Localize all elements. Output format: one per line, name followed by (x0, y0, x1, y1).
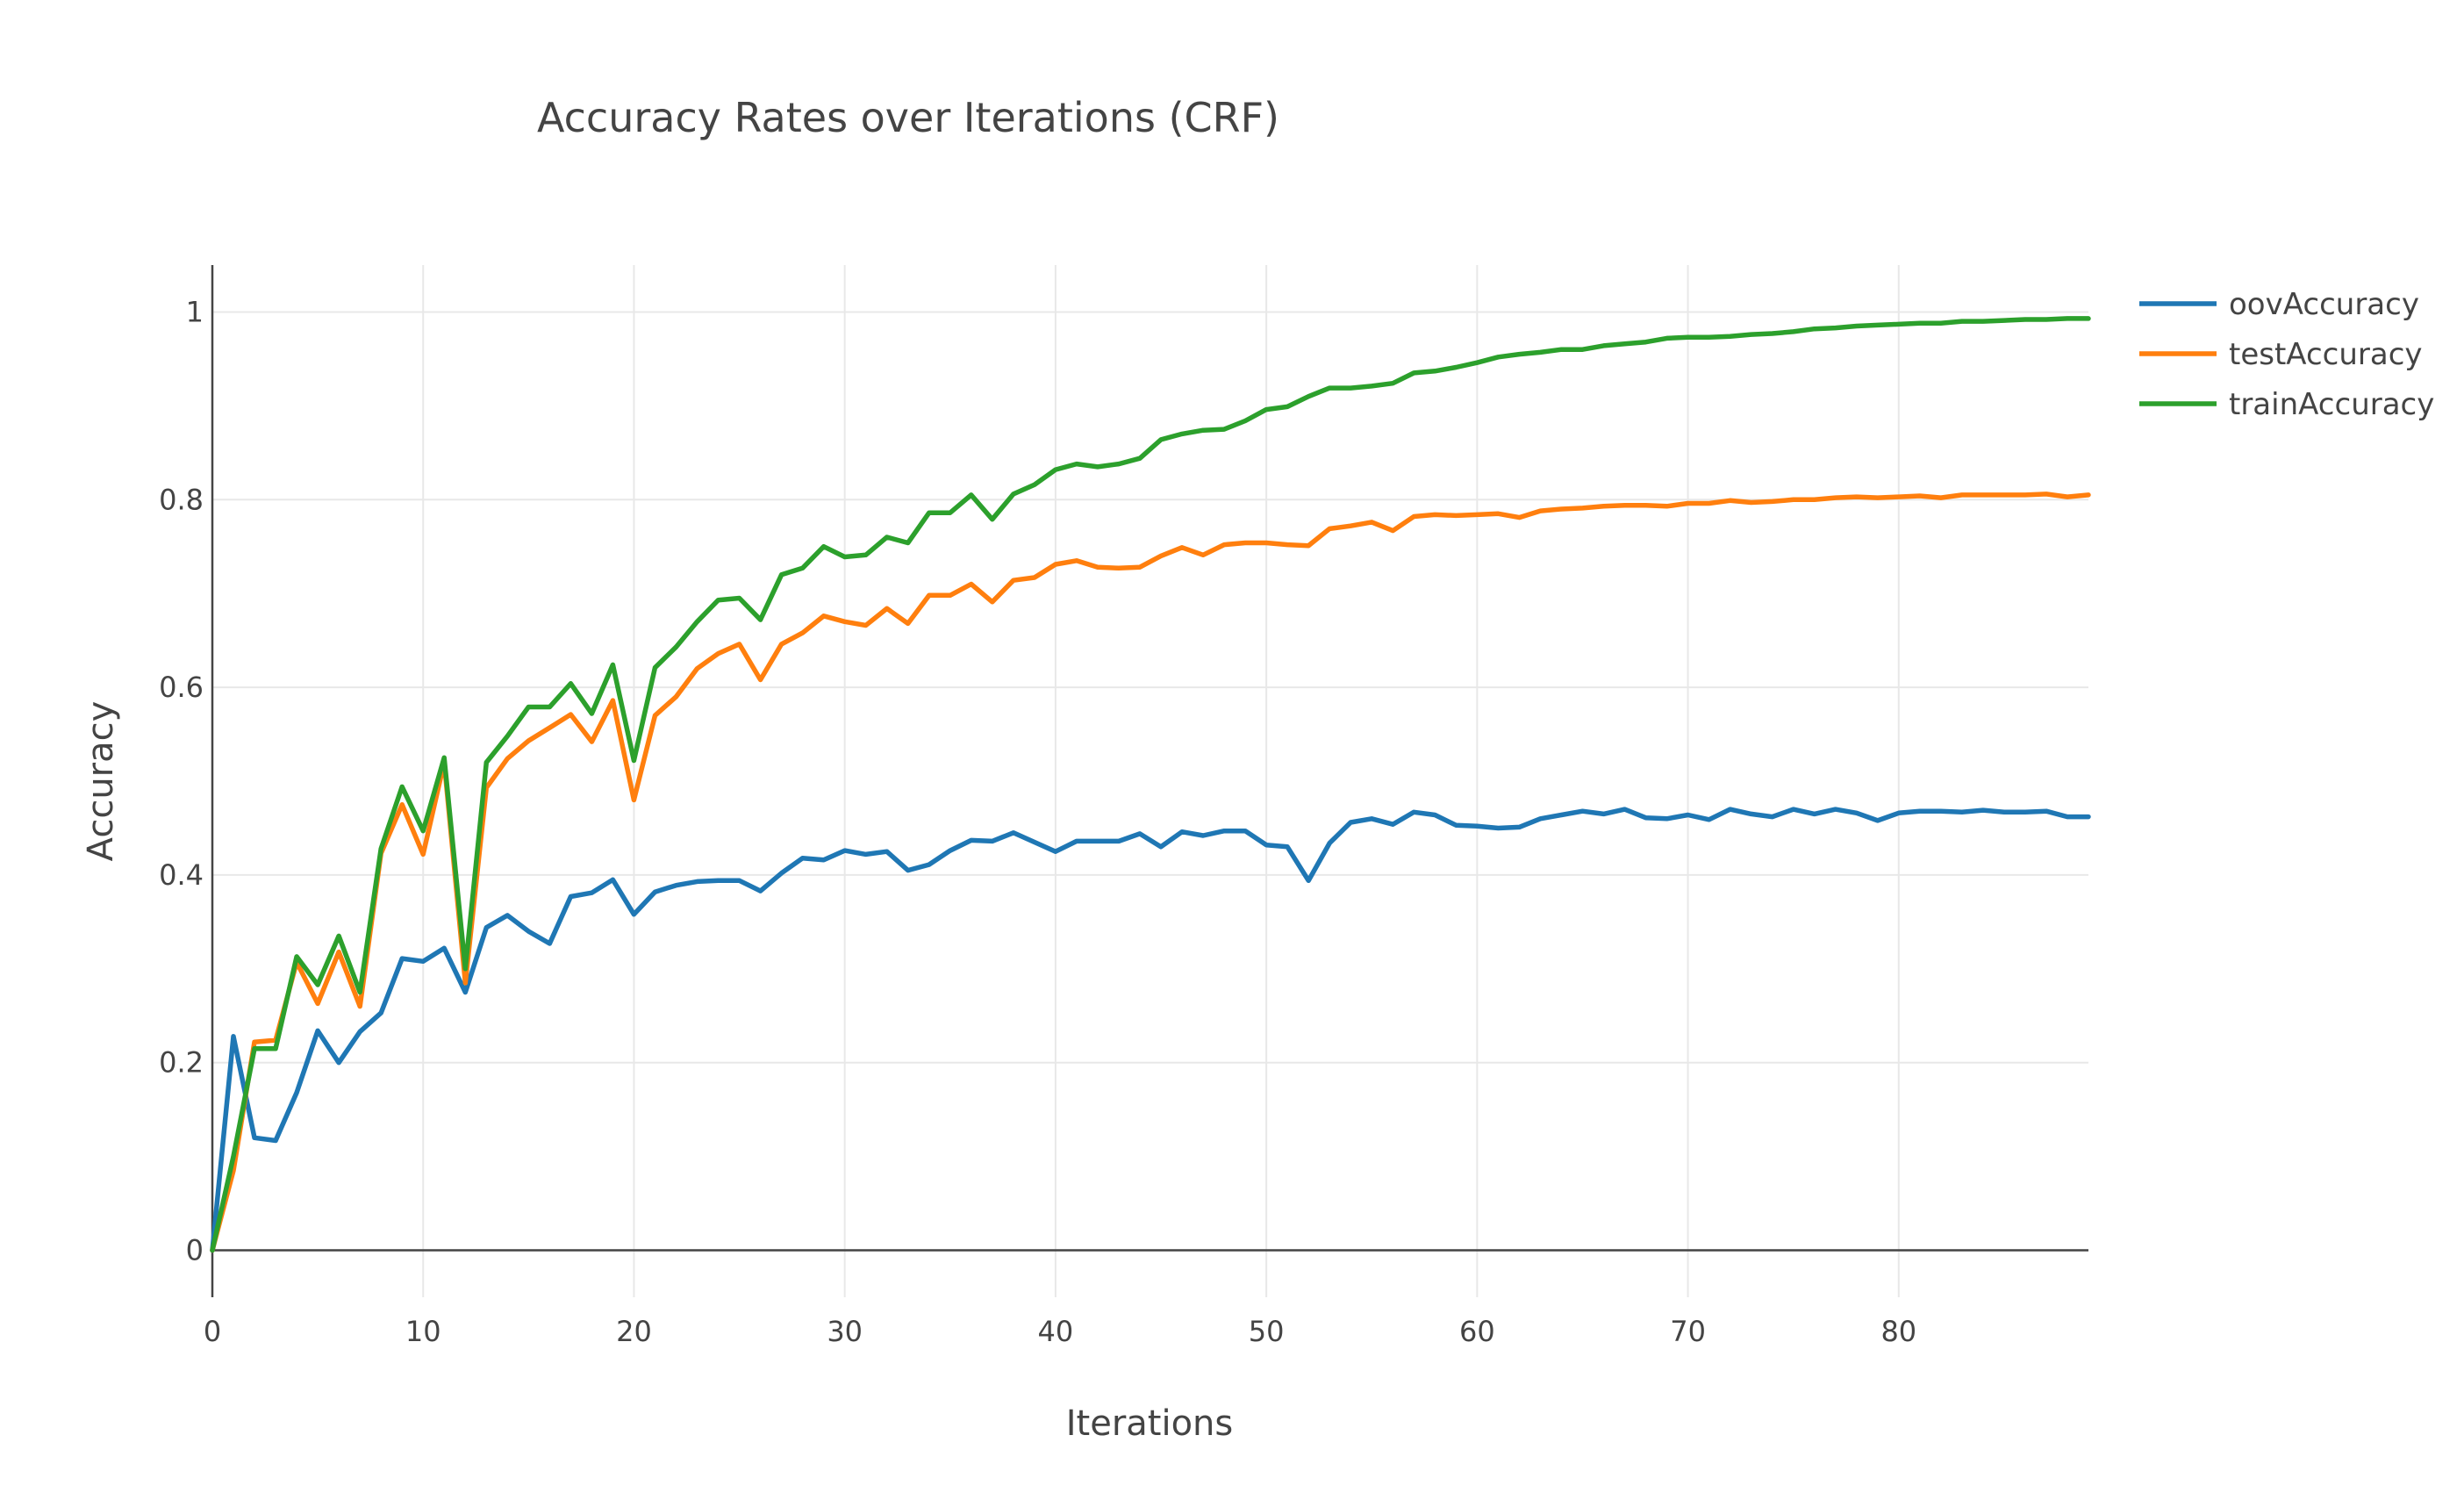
x-axis-label: Iterations (1066, 1403, 1234, 1444)
legend-item-oovAccuracy[interactable]: oovAccuracy (2139, 287, 2419, 322)
y-axis-label: Accuracy (81, 701, 121, 862)
legend-item-trainAccuracy[interactable]: trainAccuracy (2139, 387, 2434, 422)
y-tick-label: 0.6 (159, 671, 204, 704)
x-tick-label: 10 (405, 1315, 441, 1348)
x-tick-label: 70 (1670, 1315, 1706, 1348)
series-line-testAccuracy (210, 492, 2091, 1253)
legend-label: oovAccuracy (2229, 287, 2419, 322)
series-line-trainAccuracy (210, 316, 2091, 1253)
series-line-oovAccuracy (210, 807, 2091, 1253)
tick-label-layer: 0 10 20 30 40 50 60 70 80 0 0.2 0.4 0.6 0.8 1 (159, 295, 1916, 1348)
x-tick-label: 80 (1880, 1315, 1916, 1348)
x-tick-label: 30 (827, 1315, 863, 1348)
legend-label: trainAccuracy (2229, 387, 2434, 422)
x-tick-label: 20 (616, 1315, 652, 1348)
y-tick-label: 0.2 (159, 1046, 204, 1080)
y-tick-label: 0.8 (159, 483, 204, 516)
chart-title: Accuracy Rates over Iterations (CRF) (537, 94, 1279, 141)
x-tick-label: 40 (1038, 1315, 1074, 1348)
legend-label: testAccuracy (2229, 337, 2423, 372)
legend-item-testAccuracy[interactable]: testAccuracy (2139, 337, 2423, 372)
y-tick-label: 0.4 (159, 858, 204, 892)
x-tick-label: 50 (1249, 1315, 1285, 1348)
x-tick-label: 0 (204, 1315, 221, 1348)
legend[interactable]: oovAccuracy testAccuracy trainAccuracy (2139, 287, 2434, 422)
x-tick-label: 60 (1459, 1315, 1495, 1348)
y-tick-label: 0 (186, 1234, 204, 1267)
series-layer (210, 316, 2091, 1253)
grid-layer (212, 265, 2088, 1297)
y-tick-label: 1 (186, 295, 204, 328)
axis-layer (211, 265, 2088, 1297)
